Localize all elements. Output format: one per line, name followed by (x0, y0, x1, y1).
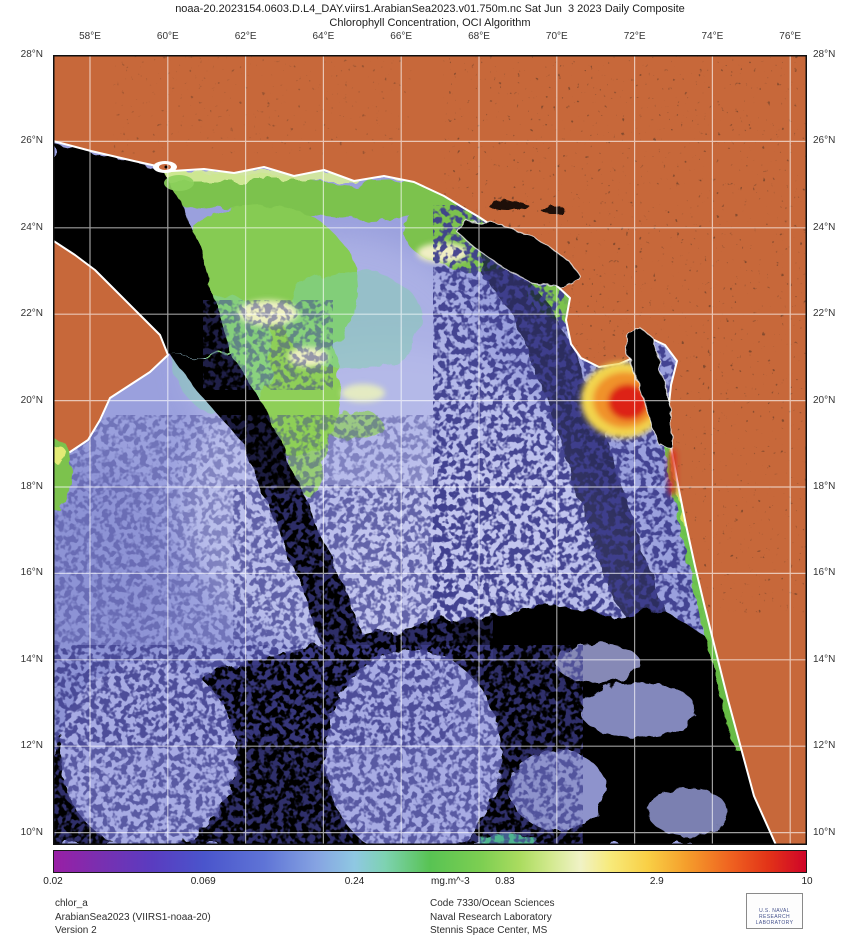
nrl-logo-text: RESEARCH (759, 914, 790, 920)
colorbar (53, 850, 807, 873)
strait-headland (153, 161, 194, 191)
lon-tick-label: 60°E (156, 31, 179, 42)
lat-tick-label: 10°N (20, 826, 43, 838)
map-title-product: Chlorophyll Concentration, OCI Algorithm (329, 17, 531, 29)
speckle-south (53, 645, 583, 845)
credits-product: chlor_a ArabianSea2023 (VIIRS1-noaa-20) … (55, 897, 211, 938)
credits-organization: Code 7330/Ocean Sciences Naval Research … (430, 897, 555, 938)
nrl-logo: U.S. NAVAL RESEARCH LABORATORY (746, 893, 803, 929)
credits-product-line: chlor_a (55, 898, 88, 909)
lat-tick-label: 10°N (813, 826, 836, 838)
credits-product-line: Version 2 (55, 925, 97, 936)
latitude-axis-left: 28°N 26°N 24°N 22°N 20°N 18°N 16°N 14°N 12°N 10°N (0, 49, 49, 855)
gulf-no-data (456, 200, 673, 448)
lat-tick-label: 12°N (813, 740, 836, 752)
credits-org-line: Code 7330/Ocean Sciences (430, 898, 555, 909)
longitude-axis: 58°E 60°E 62°E 64°E 66°E 68°E 70°E 72°E 74°E 76°E (53, 31, 807, 47)
latitude-axis-right: 28°N 26°N 24°N 22°N 20°N 18°N 16°N 14°N 12°N 10°N (811, 49, 860, 855)
colorbar-tick-label: 0.83 (495, 876, 515, 887)
lon-tick-label: 70°E (545, 31, 568, 42)
credits-product-line: ArabianSea2023 (VIIRS1-noaa-20) (55, 911, 211, 923)
lat-tick-label: 28°N (813, 49, 836, 60)
lat-tick-label: 20°N (20, 394, 43, 406)
lon-tick-label: 64°E (312, 31, 335, 42)
lat-tick-label: 24°N (20, 221, 43, 233)
nrl-logo-text: LABORATORY (755, 920, 794, 926)
lat-tick-label: 28°N (20, 49, 43, 60)
nrl-logo-text: U.S. NAVAL (759, 908, 790, 914)
colorbar-tick-label: 2.9 (649, 876, 664, 887)
map-canvas (53, 55, 807, 845)
lat-tick-label: 20°N (813, 394, 836, 406)
lat-tick-label: 24°N (813, 221, 836, 233)
colorbar-tick-label: 0.069 (190, 876, 216, 887)
map-border (53, 55, 807, 845)
lat-tick-label: 14°N (813, 653, 836, 665)
colorbar-tick-label: 0.24 (344, 876, 365, 887)
lat-tick-label: 22°N (813, 308, 836, 320)
lat-tick-label: 26°N (813, 135, 836, 147)
lon-tick-label: 74°E (701, 31, 724, 42)
lat-tick-label: 14°N (20, 653, 43, 665)
colorbar-units: mg.m^-3 (431, 876, 470, 887)
lon-tick-label: 66°E (390, 31, 413, 42)
credits-org-line: Naval Research Laboratory (430, 911, 552, 923)
oman-peninsula (53, 240, 168, 459)
lat-tick-label: 22°N (20, 308, 43, 320)
colorbar-ticks: 0.02 0.069 0.24 0.83 2.9 10 mg.m^-3 (43, 876, 812, 890)
oman-coast-bloom (53, 437, 73, 511)
lon-tick-label: 72°E (623, 31, 646, 42)
colorbar-tick-label: 10 (801, 876, 813, 887)
lon-tick-label: 58°E (79, 31, 101, 42)
arabian-sea-map (53, 55, 807, 845)
lon-tick-label: 68°E (468, 31, 490, 42)
lat-tick-label: 12°N (20, 740, 43, 752)
lat-tick-label: 16°N (20, 567, 43, 579)
lat-tick-label: 18°N (813, 481, 836, 492)
lat-tick-label: 26°N (20, 135, 43, 147)
credits-org-line: Stennis Space Center, MS (430, 925, 548, 936)
lat-tick-label: 18°N (20, 481, 43, 492)
speckle-gulf-edge (203, 300, 333, 390)
lon-tick-label: 76°E (779, 31, 802, 42)
graticule (53, 55, 807, 845)
colorbar-tick-label: 0.02 (43, 876, 63, 887)
lon-tick-label: 62°E (234, 31, 257, 42)
speckle-mid (233, 485, 493, 665)
lat-tick-label: 16°N (813, 567, 836, 579)
map-title-filename: noaa-20.2023154.0603.D.L4_DAY.viirs1.Ara… (175, 3, 685, 15)
